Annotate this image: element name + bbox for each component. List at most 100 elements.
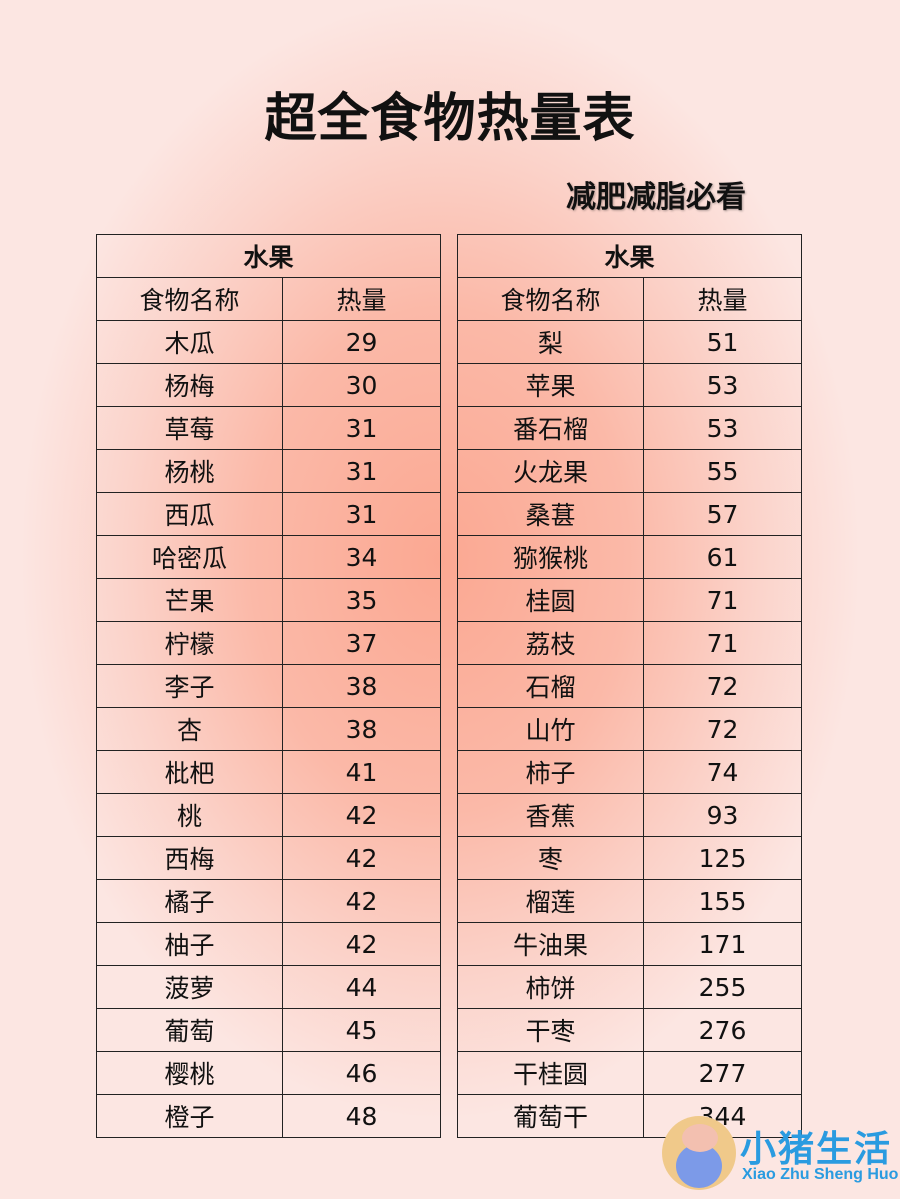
food-name: 橙子 (96, 1094, 283, 1138)
calorie-value: 46 (282, 1051, 441, 1095)
food-name: 李子 (96, 664, 283, 708)
food-name: 葡萄干 (457, 1094, 644, 1138)
calorie-value: 55 (643, 449, 802, 493)
table-row: 葡萄 45 (96, 1008, 441, 1052)
table-row: 枇杷 41 (96, 750, 441, 794)
table-row: 草莓 31 (96, 406, 441, 450)
table-row: 猕猴桃 61 (457, 535, 802, 579)
table-row: 橙子 48 (96, 1094, 441, 1138)
food-name: 柠檬 (96, 621, 283, 665)
food-name: 哈密瓜 (96, 535, 283, 579)
table-row: 樱桃 46 (96, 1051, 441, 1095)
calorie-value: 29 (282, 320, 441, 364)
food-name: 木瓜 (96, 320, 283, 364)
food-name: 枣 (457, 836, 644, 880)
calorie-value: 72 (643, 664, 802, 708)
food-name: 桂圆 (457, 578, 644, 622)
header-row: 食物名称 热量 (457, 277, 802, 321)
food-name: 桃 (96, 793, 283, 837)
table-row: 哈密瓜 34 (96, 535, 441, 579)
calorie-value: 42 (282, 836, 441, 880)
calorie-value: 277 (643, 1051, 802, 1095)
table-row: 桑葚 57 (457, 492, 802, 536)
food-name: 柚子 (96, 922, 283, 966)
food-name: 西瓜 (96, 492, 283, 536)
food-name: 荔枝 (457, 621, 644, 665)
table-row: 西梅 42 (96, 836, 441, 880)
calorie-value: 34 (282, 535, 441, 579)
food-name: 香蕉 (457, 793, 644, 837)
food-name: 草莓 (96, 406, 283, 450)
food-name: 樱桃 (96, 1051, 283, 1095)
food-name: 苹果 (457, 363, 644, 407)
food-name: 菠萝 (96, 965, 283, 1009)
calorie-value: 42 (282, 793, 441, 837)
food-name: 番石榴 (457, 406, 644, 450)
food-name: 牛油果 (457, 922, 644, 966)
food-name: 枇杷 (96, 750, 283, 794)
calorie-value: 31 (282, 449, 441, 493)
category-header: 水果 (457, 234, 802, 278)
table-row: 桃 42 (96, 793, 441, 837)
calorie-value: 48 (282, 1094, 441, 1138)
page-title: 超全食物热量表 (264, 89, 636, 149)
calorie-value: 31 (282, 492, 441, 536)
food-name: 石榴 (457, 664, 644, 708)
calorie-value: 42 (282, 879, 441, 923)
calorie-value: 41 (282, 750, 441, 794)
calorie-value: 51 (643, 320, 802, 364)
table-row: 苹果 53 (457, 363, 802, 407)
calorie-value: 93 (643, 793, 802, 837)
table-row: 杨梅 30 (96, 363, 441, 407)
table-row: 柿子 74 (457, 750, 802, 794)
food-name: 柿饼 (457, 965, 644, 1009)
calorie-value: 276 (643, 1008, 802, 1052)
table-row: 梨 51 (457, 320, 802, 364)
calorie-value: 31 (282, 406, 441, 450)
category-header: 水果 (96, 234, 441, 278)
column-header-calories: 热量 (643, 277, 802, 321)
calorie-value: 37 (282, 621, 441, 665)
food-name: 柿子 (457, 750, 644, 794)
table-row: 牛油果 171 (457, 922, 802, 966)
category-row: 水果 (457, 234, 802, 278)
table-row: 柚子 42 (96, 922, 441, 966)
column-header-name: 食物名称 (96, 277, 283, 321)
food-name: 干枣 (457, 1008, 644, 1052)
calorie-table-left: 水果 食物名称 热量 木瓜 29 杨梅 30 草莓 31 杨桃 31 西瓜 31 哈密瓜 34 芒果 35 柠檬 3… (96, 234, 441, 1138)
table-row: 柿饼 255 (457, 965, 802, 1009)
table-row: 桂圆 71 (457, 578, 802, 622)
food-name: 杨梅 (96, 363, 283, 407)
table-row: 荔枝 71 (457, 621, 802, 665)
calorie-value: 53 (643, 363, 802, 407)
food-name: 葡萄 (96, 1008, 283, 1052)
calorie-value: 53 (643, 406, 802, 450)
food-name: 西梅 (96, 836, 283, 880)
column-header-name: 食物名称 (457, 277, 644, 321)
food-name: 山竹 (457, 707, 644, 751)
food-name: 榴莲 (457, 879, 644, 923)
table-row: 番石榴 53 (457, 406, 802, 450)
food-name: 猕猴桃 (457, 535, 644, 579)
table-row: 干桂圆 277 (457, 1051, 802, 1095)
logo-pig-icon (682, 1124, 718, 1152)
calorie-value: 255 (643, 965, 802, 1009)
table-row: 柠檬 37 (96, 621, 441, 665)
calorie-table-right: 水果 食物名称 热量梨 51 苹果 53 番石榴 53 火龙果 55 桑葚 57 猕猴桃 61 桂圆 71 荔枝… (457, 234, 802, 1138)
category-row: 水果 (96, 234, 441, 278)
food-name: 火龙果 (457, 449, 644, 493)
calorie-value: 71 (643, 578, 802, 622)
food-name: 梨 (457, 320, 644, 364)
logo-name-cn: 小猪生活 (740, 1129, 893, 1170)
calorie-value: 30 (282, 363, 441, 407)
calorie-value: 42 (282, 922, 441, 966)
calorie-value: 71 (643, 621, 802, 665)
food-name: 芒果 (96, 578, 283, 622)
table-row: 杏 38 (96, 707, 441, 751)
table-row: 火龙果 55 (457, 449, 802, 493)
header-row: 食物名称 热量 (96, 277, 441, 321)
table-row: 杨桃 31 (96, 449, 441, 493)
food-name: 干桂圆 (457, 1051, 644, 1095)
brand-logo: 小猪生活 Xiao Zhu Sheng Huo (662, 1116, 900, 1196)
calorie-value: 171 (643, 922, 802, 966)
